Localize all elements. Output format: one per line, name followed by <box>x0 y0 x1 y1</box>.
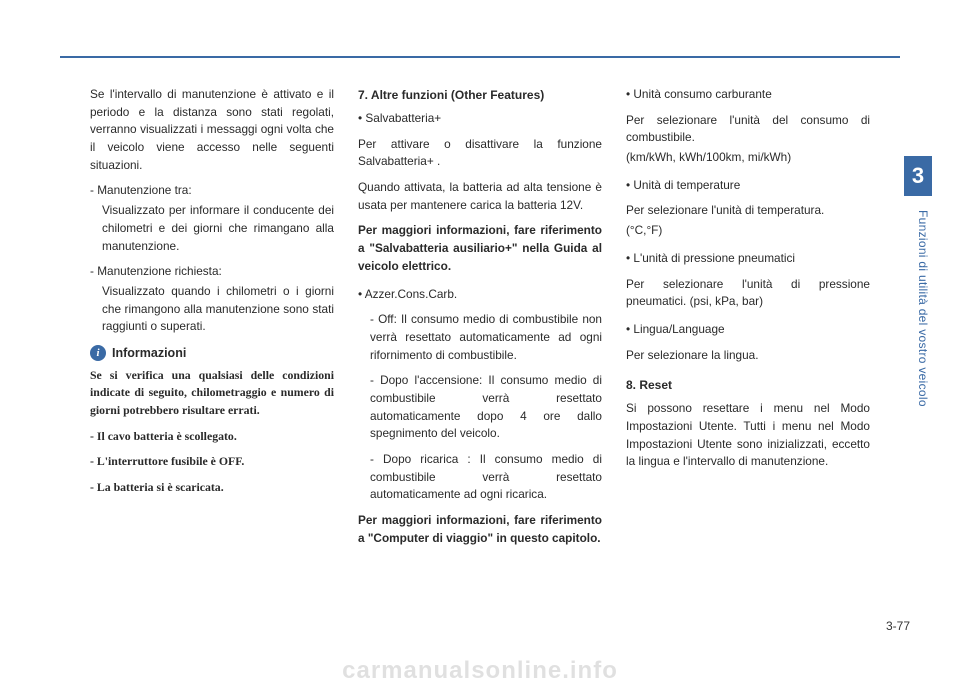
column-2: 7. Altre funzioni (Other Features) • Sal… <box>358 86 602 555</box>
watermark-text: carmanualsonline.info <box>0 657 960 685</box>
body-text: Per selezionare la lingua. <box>626 347 870 365</box>
bullet-item: • Unità consumo carburante <box>626 86 870 104</box>
info-list-item: - Il cavo batteria è scollegato. <box>90 428 334 446</box>
body-text: Per selezionare l'unità di temperatura. <box>626 202 870 220</box>
list-item-head: - Manutenzione richiesta: <box>90 263 334 281</box>
manual-page: 3 Funzioni di utilità del vostro veicolo… <box>0 0 960 689</box>
info-heading: i Informazioni <box>90 344 334 363</box>
body-text: (°C,°F) <box>626 222 870 240</box>
info-label: Informazioni <box>112 344 186 363</box>
info-icon: i <box>90 345 106 361</box>
body-text: Se l'intervallo di manutenzione è attiva… <box>90 86 334 174</box>
info-list-item: - L'interruttore fusibile è OFF. <box>90 453 334 471</box>
section-side-label: Funzioni di utilità del vostro veicolo <box>908 210 930 550</box>
section-number: 3 <box>912 163 924 189</box>
bullet-item: • L'unità di pressione pneumatici <box>626 250 870 268</box>
bullet-item: • Azzer.Cons.Carb. <box>358 286 602 304</box>
section-number-tab: 3 <box>904 156 932 196</box>
list-item: - Off: Il consumo medio di combustibile … <box>358 311 602 364</box>
bullet-item: • Unità di temperature <box>626 177 870 195</box>
page-number: 3-77 <box>886 619 910 633</box>
body-text: Per attivare o disattivare la funzione S… <box>358 136 602 171</box>
column-3: • Unità consumo carburante Per seleziona… <box>626 86 870 555</box>
body-text: Quando attivata, la batteria ad alta ten… <box>358 179 602 214</box>
body-text: Si possono resettare i menu nel Modo Imp… <box>626 400 870 471</box>
body-text: Per selezionare l'unità del consumo di c… <box>626 112 870 147</box>
body-text-bold: Per maggiori informazioni, fare riferime… <box>358 222 602 275</box>
subsection-heading: 7. Altre funzioni (Other Features) <box>358 86 602 104</box>
list-item-head: - Manutenzione tra: <box>90 182 334 200</box>
list-item-body: Visualizzato quando i chilometri o i gio… <box>90 283 334 336</box>
bullet-item: • Salvabatteria+ <box>358 110 602 128</box>
text-columns: Se l'intervallo di manutenzione è attiva… <box>90 86 870 555</box>
subsection-heading: 8. Reset <box>626 376 870 394</box>
column-1: Se l'intervallo di manutenzione è attiva… <box>90 86 334 555</box>
bullet-item: • Lingua/Language <box>626 321 870 339</box>
body-text: (km/kWh, kWh/100km, mi/kWh) <box>626 149 870 167</box>
header-rule <box>60 56 900 58</box>
list-item: - Dopo l'accensione: Il consumo medio di… <box>358 372 602 443</box>
body-text-bold: Per maggiori informazioni, fare riferime… <box>358 512 602 547</box>
list-item: - Dopo ricarica : Il consumo medio di co… <box>358 451 602 504</box>
list-item-body: Visualizzato per informare il conducente… <box>90 202 334 255</box>
body-text: Per selezionare l'unità di pressione pne… <box>626 276 870 311</box>
info-text: Se si verifica una qualsiasi delle condi… <box>90 367 334 420</box>
info-list-item: - La batteria si è scaricata. <box>90 479 334 497</box>
